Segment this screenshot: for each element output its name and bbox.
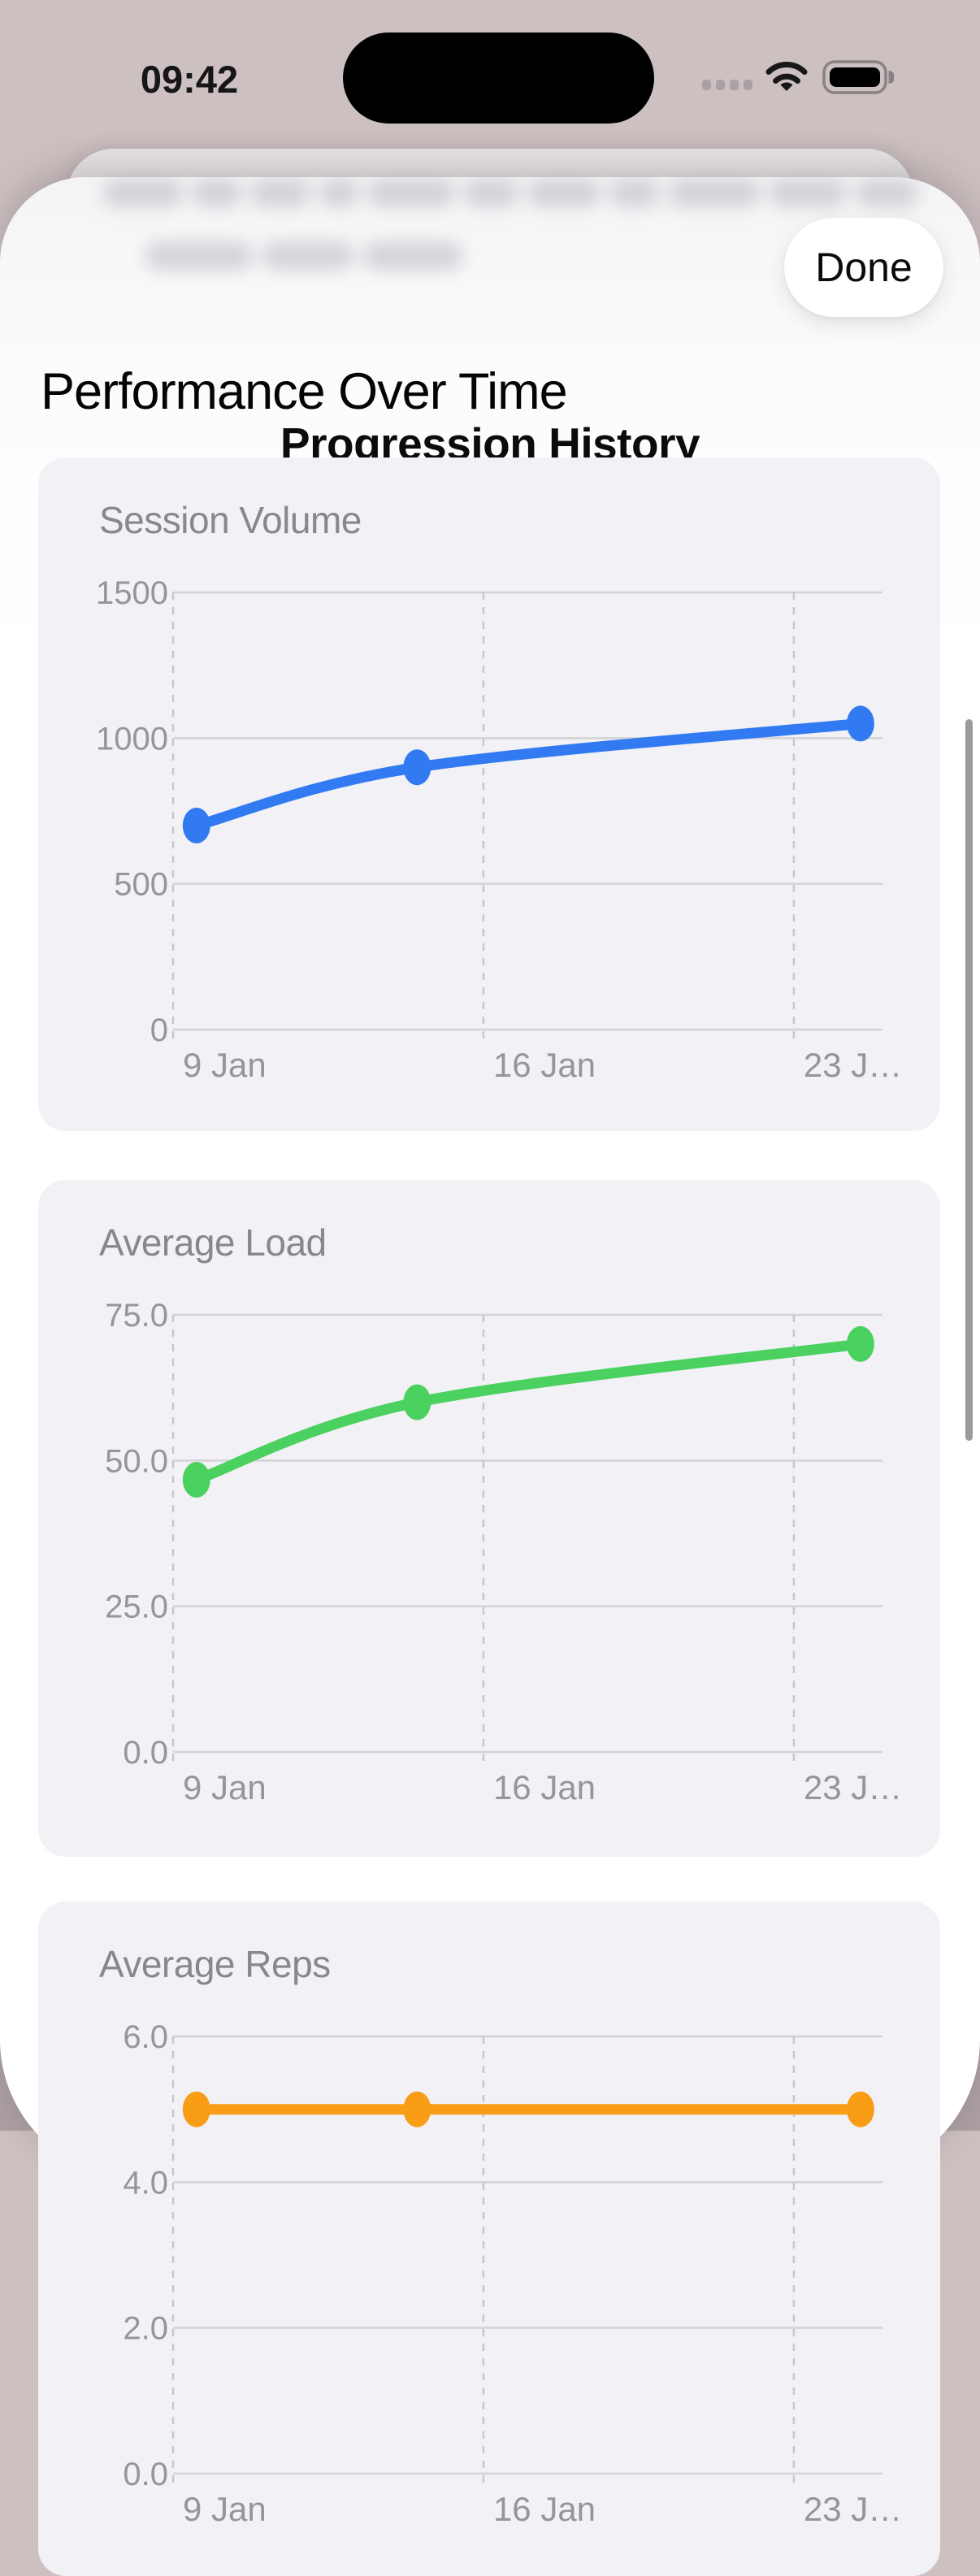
blurred-text-line [146, 242, 462, 270]
svg-text:1500: 1500 [96, 579, 168, 611]
svg-text:16 Jan: 16 Jan [493, 2490, 596, 2528]
status-time: 09:42 [140, 58, 239, 101]
chart-title: Average Reps [99, 1943, 331, 1985]
svg-text:500: 500 [114, 867, 168, 903]
status-bar: 09:42 [0, 0, 980, 138]
svg-text:50.0: 50.0 [105, 1443, 168, 1479]
svg-text:9 Jan: 9 Jan [183, 2490, 267, 2528]
dynamic-island [343, 33, 654, 124]
svg-text:23 J…: 23 J… [804, 2490, 902, 2528]
svg-text:2.0: 2.0 [123, 2311, 168, 2347]
svg-text:9 Jan: 9 Jan [183, 1046, 267, 1084]
svg-text:1000: 1000 [96, 721, 168, 757]
svg-text:0.0: 0.0 [123, 1735, 168, 1771]
chart-card-average-reps: Average Reps 6.0 4.0 2.0 0.0 9 Jan 16 Jan 23 J… [38, 1902, 940, 2576]
done-button[interactable]: Done [784, 218, 943, 317]
svg-text:23 J…: 23 J… [804, 1046, 902, 1084]
cellular-dots-icon [702, 80, 752, 90]
svg-text:16 Jan: 16 Jan [493, 1046, 596, 1084]
page-title: Performance Over Time [41, 363, 568, 420]
chart-card-average-load: Average Load 75.0 50.0 25.0 0.0 9 Jan 16 Jan 2… [38, 1180, 940, 1857]
chart-title: Average Load [99, 1221, 327, 1264]
svg-text:6.0: 6.0 [123, 2023, 168, 2055]
svg-text:0: 0 [150, 1013, 168, 1048]
svg-text:25.0: 25.0 [105, 1589, 168, 1625]
chart-card-session-volume: Session Volume 1500 1000 500 0 9 Jan 16 Jan 23… [38, 458, 940, 1131]
chart-title: Session Volume [99, 499, 362, 541]
scrollbar-thumb[interactable] [965, 719, 973, 1441]
blurred-text-line [104, 179, 917, 206]
session-volume-chart-plot: 1500 1000 500 0 9 Jan 16 Jan 23 J… [96, 579, 902, 1084]
svg-text:75.0: 75.0 [105, 1302, 168, 1334]
average-reps-chart-plot: 6.0 4.0 2.0 0.0 9 Jan 16 Jan 23 J… [123, 2023, 902, 2528]
svg-text:23 J…: 23 J… [804, 1768, 902, 1806]
svg-text:0.0: 0.0 [123, 2457, 168, 2492]
wifi-icon [765, 60, 809, 98]
svg-text:16 Jan: 16 Jan [493, 1768, 596, 1806]
svg-text:4.0: 4.0 [123, 2165, 168, 2201]
average-load-chart-plot: 75.0 50.0 25.0 0.0 9 Jan 16 Jan 23 J… [105, 1302, 902, 1806]
svg-text:9 Jan: 9 Jan [183, 1768, 267, 1806]
battery-icon [822, 60, 895, 98]
progression-history-sheet: Progression History Done Performance Ove… [0, 177, 980, 2576]
